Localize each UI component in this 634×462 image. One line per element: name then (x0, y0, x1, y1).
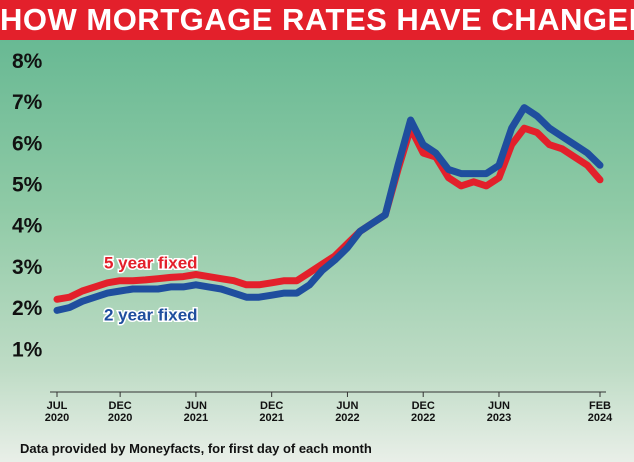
series-label: 2 year fixed (104, 305, 198, 324)
y-tick-label: 5% (12, 173, 43, 196)
x-tick-label: JUN 2023 (486, 400, 512, 424)
x-tick-label: DEC 2022 (410, 400, 436, 424)
series-line (53, 124, 604, 303)
x-tick-label: JUL 2020 (44, 400, 70, 424)
y-tick-label: 4% (12, 215, 43, 238)
chart-title: HOW MORTGAGE RATES HAVE CHANGED (0, 2, 634, 37)
x-tick-label: JUN 2022 (335, 400, 360, 424)
x-tick-label: FEB 2024 (587, 400, 613, 424)
y-tick-label: 2% (12, 297, 43, 320)
title-banner (0, 0, 634, 40)
series-line (53, 104, 604, 314)
source-note: Data provided by Moneyfacts, for first d… (20, 441, 372, 456)
x-tick-label: DEC 2020 (107, 400, 133, 424)
x-tick-label: DEC 2021 (259, 400, 284, 424)
y-tick-label: 8% (12, 50, 43, 73)
y-tick-label: 3% (12, 256, 43, 279)
y-tick-label: 7% (12, 91, 43, 114)
series-label: 5 year fixed (104, 253, 198, 272)
y-tick-label: 6% (12, 132, 43, 155)
x-tick-label: JUN 2021 (183, 400, 209, 424)
y-tick-label: 1% (12, 338, 43, 361)
